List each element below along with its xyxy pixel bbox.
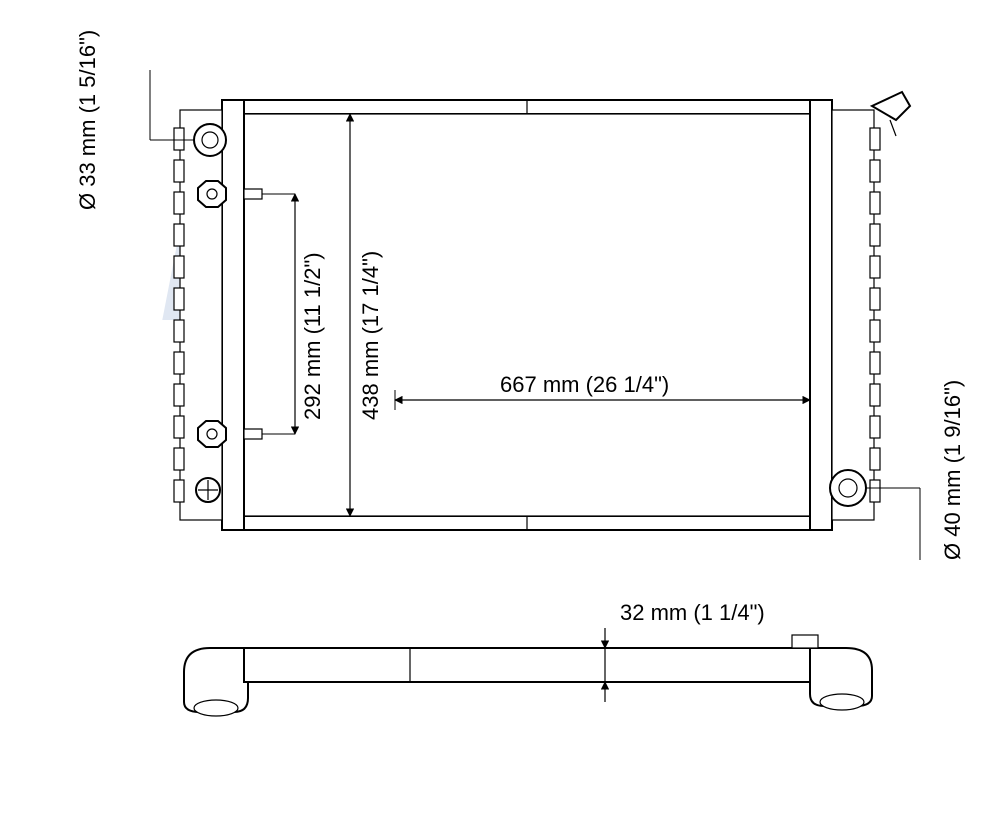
- trans-port-lower: [198, 421, 226, 447]
- side-view: [184, 635, 872, 716]
- svg-text:Ø 40 mm (1 9/16"): Ø 40 mm (1 9/16"): [940, 380, 965, 560]
- svg-text:438 mm (17 1/4"): 438 mm (17 1/4"): [358, 251, 383, 420]
- svg-text:32 mm (1 1/4"): 32 mm (1 1/4"): [620, 600, 765, 625]
- dim-inlet-dia: Ø 33 mm (1 5/16"): [75, 30, 194, 210]
- drawing-svg: Ø 33 mm (1 5/16") Ø 40 mm (1 9/16") 292 …: [0, 0, 1002, 831]
- radiator-core: [244, 114, 810, 516]
- svg-text:Ø 33 mm (1 5/16"): Ø 33 mm (1 5/16"): [75, 30, 100, 210]
- trans-port-upper: [198, 181, 226, 207]
- svg-text:292 mm (11 1/2"): 292 mm (11 1/2"): [300, 252, 325, 420]
- svg-text:667 mm (26 1/4"): 667 mm (26 1/4"): [500, 372, 669, 397]
- dim-outlet-dia: Ø 40 mm (1 9/16"): [866, 380, 965, 560]
- right-tank: [810, 92, 910, 530]
